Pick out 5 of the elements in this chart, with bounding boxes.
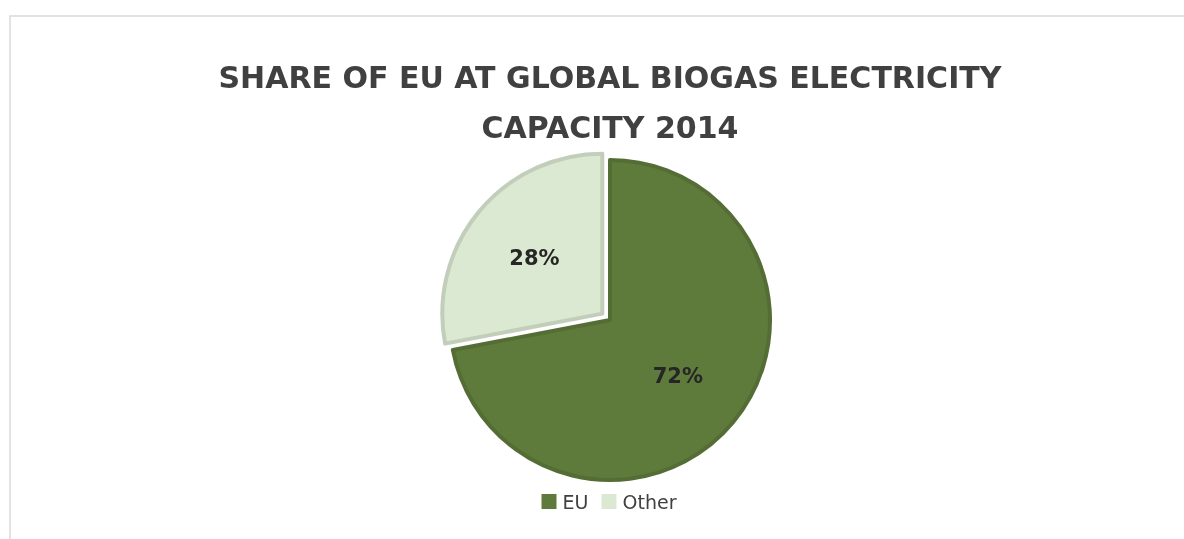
data-label: 28% (509, 245, 560, 270)
chart-title: SHARE OF EU AT GLOBAL BIOGAS ELECTRICITY CAPACITY 2014 (218, 60, 1003, 145)
legend-label: EU (562, 491, 589, 513)
legend-label: Other (622, 491, 677, 513)
data-label: 72% (652, 364, 703, 389)
